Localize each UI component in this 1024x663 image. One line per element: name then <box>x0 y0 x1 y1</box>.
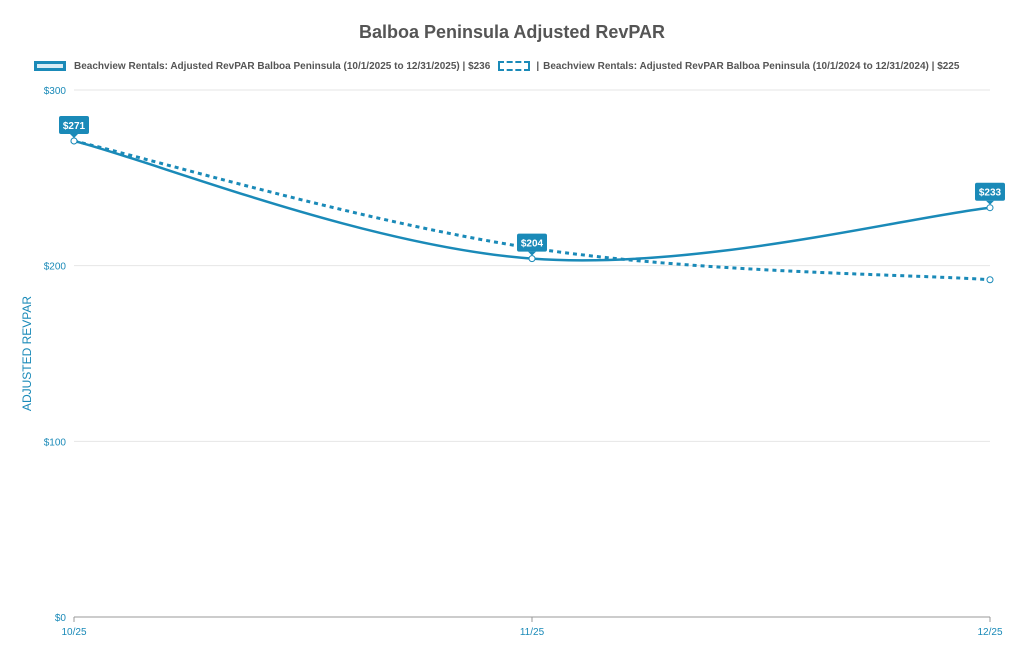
series-line-prior <box>73 139 991 282</box>
data-label-box-0 <box>59 115 89 134</box>
current-point-0 <box>70 137 78 145</box>
y-tick-label: $0 <box>55 613 67 624</box>
current-point-1 <box>528 255 536 263</box>
legend-label-prior: Beachview Rentals: Adjusted RevPAR Balbo… <box>543 60 960 72</box>
data-label-pointer-0 <box>70 133 78 138</box>
legend-item-current[interactable]: Beachview Rentals: Adjusted RevPAR Balbo… <box>34 61 490 72</box>
legend-label-current: Beachview Rentals: Adjusted RevPAR Balbo… <box>74 60 491 72</box>
data-label-box-2 <box>975 182 1005 201</box>
data-label-pointer-1 <box>528 251 536 256</box>
chart-title: Balboa Peninsula Adjusted RevPAR <box>358 22 666 42</box>
y-tick-label: $200 <box>44 262 67 273</box>
y-tick-label: $100 <box>44 437 67 448</box>
prior-point-2 <box>986 276 994 284</box>
legend-swatch-solid <box>34 61 66 71</box>
data-label-1: $204 <box>521 239 544 250</box>
chart-legend: Beachview Rentals: Adjusted RevPAR Balbo… <box>34 58 959 74</box>
x-tick-label: 10/25 <box>61 627 86 638</box>
data-label-0: $271 <box>63 121 86 132</box>
y-axis-label: ADJUSTED REVPAR <box>20 296 34 411</box>
x-tick-label: 11/25 <box>520 627 545 638</box>
data-label-box-1 <box>517 233 547 252</box>
data-label-2: $233 <box>979 188 1002 199</box>
legend-item-prior[interactable]: | Beachview Rentals: Adjusted RevPAR Bal… <box>490 61 959 72</box>
legend-swatch-dashed <box>498 61 531 71</box>
legend-separator: | <box>536 60 540 72</box>
current-point-2 <box>986 204 994 212</box>
data-label-pointer-2 <box>986 200 994 205</box>
y-tick-label: $300 <box>44 86 67 97</box>
x-tick-label: 12/25 <box>977 627 1002 638</box>
